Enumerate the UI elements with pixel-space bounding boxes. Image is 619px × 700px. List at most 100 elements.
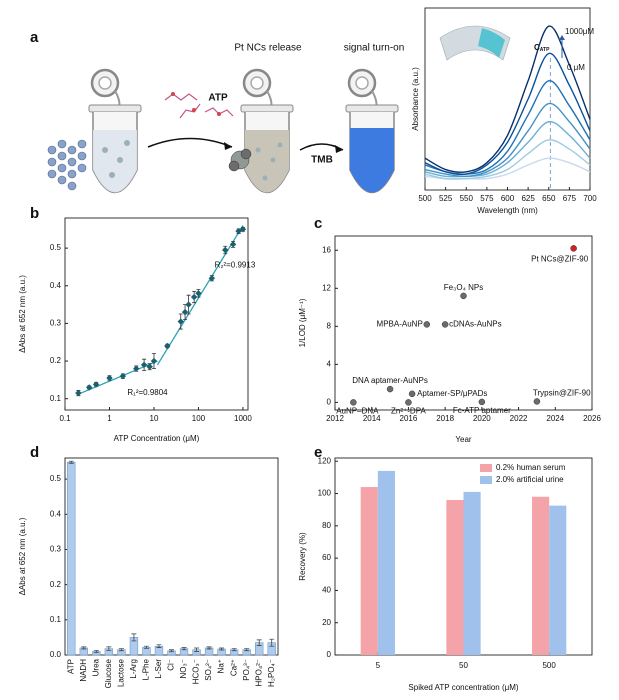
x-tick-label: ATP xyxy=(66,659,75,674)
legend-label: 2.0% artificial urine xyxy=(496,475,564,484)
legend-label: 0.2% human serum xyxy=(496,463,566,472)
reagent-label: ATP xyxy=(208,93,228,104)
chart: 2012 2014 2016 2018 2020 2022 2024 2026 0 4 8 12 16 Y… xyxy=(298,235,601,444)
chart: 0.0 0.1 0.2 0.3 0.4 0.5 ΔAbs at 652 nm (a.u.) A… xyxy=(18,457,279,688)
atom xyxy=(171,92,221,116)
y-tick-label: 16 xyxy=(322,245,331,254)
spectrum-line xyxy=(424,121,591,178)
x-tick-label: 1000 xyxy=(234,414,252,423)
x-tick-label: 1 xyxy=(107,414,112,423)
point-label: Zn²⁺-DPA xyxy=(391,407,426,416)
error-bar xyxy=(206,646,212,650)
x-tick-label: Na⁺ xyxy=(217,659,226,673)
x-axis-label: Wavelength (nm) xyxy=(477,206,538,215)
data-point xyxy=(478,398,486,406)
inset-photo xyxy=(439,25,511,61)
point-label: Aptamer-SP/μPADs xyxy=(417,389,487,398)
bar xyxy=(446,499,464,655)
plot-frame xyxy=(64,217,249,411)
spectrum-line xyxy=(424,25,591,173)
x-tick-label: 5 xyxy=(376,661,381,670)
particles xyxy=(102,140,283,181)
x-tick-label: 100 xyxy=(192,414,206,423)
error-bar xyxy=(106,646,112,651)
y-tick-label: 0.0 xyxy=(50,650,62,659)
x-axis-label: Year xyxy=(455,435,472,444)
y-tick-label: 0.2 xyxy=(50,356,62,365)
x-tick-label: 675 xyxy=(563,194,577,203)
spectrum-line xyxy=(424,157,591,180)
data-point xyxy=(106,374,113,382)
annotation-sub: ATP xyxy=(540,47,550,53)
panel-label: c xyxy=(314,215,322,232)
legend-swatch xyxy=(480,464,492,472)
arrow xyxy=(147,137,233,148)
error-bar xyxy=(269,638,275,647)
y-axis-label: Recovery (%) xyxy=(298,532,307,581)
chart: 500 525 550 575 600 625 650 675 700 Wavelength (n… xyxy=(411,7,597,215)
x-tick-label: Lactose xyxy=(116,658,125,687)
annotation: CATP xyxy=(534,43,550,53)
chart: 0 20 40 60 80 100 120 Spiked ATP concentration … xyxy=(298,456,593,692)
liquid xyxy=(93,130,137,193)
x-tick-label: H₂PO₄⁻ xyxy=(267,659,276,687)
y-tick-label: 12 xyxy=(322,283,331,292)
x-tick-label: 2026 xyxy=(583,414,601,423)
y-tick-label: 0.2 xyxy=(50,580,62,589)
plot-frame xyxy=(64,457,279,656)
x-tick-label: 2018 xyxy=(436,414,454,423)
x-tick-label: Urea xyxy=(91,658,100,676)
spectrum-line xyxy=(424,80,591,175)
step-label: signal turn-on xyxy=(344,43,405,54)
scheme: Pt NCs release signal turn-on ATP TMB xyxy=(47,43,405,194)
annotation: 0 μM xyxy=(567,63,585,72)
y-tick-label: 40 xyxy=(322,586,331,595)
y-tick-label: 0 xyxy=(327,650,332,659)
error-bar xyxy=(81,646,87,650)
point-label: Pt NCs@ZIF-90 xyxy=(531,254,589,263)
arrow-head xyxy=(224,142,232,150)
data-point xyxy=(229,241,237,248)
data-point xyxy=(423,321,431,328)
bar xyxy=(377,470,395,655)
y-tick-label: 0.5 xyxy=(50,474,62,483)
x-tick-label: NO₃⁻ xyxy=(179,659,188,678)
x-tick-label: 2012 xyxy=(326,414,344,423)
y-tick-label: 8 xyxy=(327,321,332,330)
y-tick-label: 80 xyxy=(322,521,331,530)
bar xyxy=(360,487,378,655)
data-point xyxy=(86,384,93,391)
y-tick-label: 0.4 xyxy=(50,281,62,290)
data-point xyxy=(92,381,100,388)
chart: 0.1 1 10 100 1000 0.1 0.2 0.3 0.4 0.5 ATP Concentr… xyxy=(18,217,256,443)
x-tick-label: 2014 xyxy=(363,414,381,423)
point-label: MPBA-AuNP xyxy=(377,320,423,329)
error-bar xyxy=(256,639,262,646)
point-label: DNA aptamer-AuNPs xyxy=(352,376,428,385)
error-bar xyxy=(131,633,137,642)
data-point xyxy=(177,318,184,325)
error-bar xyxy=(219,647,225,651)
data-point xyxy=(140,361,148,369)
released-cluster xyxy=(228,148,252,172)
data-point xyxy=(190,293,198,301)
y-axis-label: 1/LOD (μM⁻¹) xyxy=(298,298,307,347)
error-bar xyxy=(143,645,149,649)
y-tick-label: 100 xyxy=(318,489,332,498)
panel-label: d xyxy=(30,444,39,461)
bar xyxy=(67,461,76,656)
spectrum-line xyxy=(424,102,591,178)
y-tick-label: 20 xyxy=(322,618,331,627)
error-bar xyxy=(156,644,162,648)
plot-frame xyxy=(334,235,593,411)
y-tick-label: 0 xyxy=(327,398,332,407)
data-point xyxy=(533,398,541,405)
y-axis-label: ΔAbs at 652 nm (a.u.) xyxy=(18,517,27,595)
arrow-head xyxy=(335,145,343,153)
x-tick-label: SO₄²⁻ xyxy=(204,659,213,681)
fit-line xyxy=(156,225,244,366)
y-tick-label: 4 xyxy=(327,359,332,368)
x-tick-label: 500 xyxy=(542,661,556,670)
fit-label: R₂²=0.9913 xyxy=(215,261,256,270)
